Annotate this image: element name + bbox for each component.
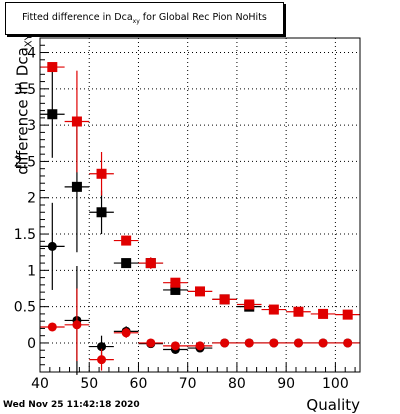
data-point: [220, 338, 230, 348]
y-tick-label: 0: [27, 336, 36, 352]
data-point: [269, 338, 279, 348]
x-tick-label: 100: [322, 376, 349, 392]
data-point: [170, 341, 180, 351]
data-point: [47, 62, 58, 73]
x-tick-label: 90: [277, 376, 295, 392]
data-point: [47, 241, 57, 251]
x-tick-label: 50: [80, 376, 98, 392]
plot-frame: [39, 37, 361, 373]
data-point: [318, 338, 328, 348]
data-point: [219, 294, 230, 305]
x-tick-label: 40: [31, 376, 49, 392]
data-point: [71, 116, 82, 127]
data-point: [121, 258, 132, 269]
data-point: [145, 258, 156, 269]
data-point: [318, 308, 329, 319]
data-point: [293, 306, 304, 317]
data-point: [268, 304, 279, 315]
data-point: [170, 277, 181, 288]
y-tick-label: 3: [27, 118, 36, 134]
y-tick-label: 2: [27, 191, 36, 207]
data-point: [97, 342, 107, 352]
data-point: [47, 322, 57, 332]
y-tick-label: 1: [27, 263, 36, 279]
timestamp: Wed Nov 25 11:42:18 2020: [3, 400, 140, 410]
data-point: [97, 355, 107, 365]
y-tick-label: 4: [27, 46, 36, 62]
data-point: [96, 207, 107, 218]
chart-title-box: Fitted difference in Dcaxy for Global Re…: [5, 2, 284, 35]
x-tick-label: 60: [130, 376, 148, 392]
data-point: [343, 338, 353, 348]
data-point: [293, 338, 303, 348]
data-point: [244, 299, 255, 310]
y-tick-label: 3.5: [14, 82, 36, 98]
data-point: [170, 284, 181, 295]
plot-area: [40, 38, 360, 372]
x-tick-label: 70: [179, 376, 197, 392]
chart-title: Fitted difference in Dcaxy for Global Re…: [22, 12, 267, 25]
data-point: [121, 328, 131, 338]
data-point: [96, 168, 107, 179]
data-point: [146, 338, 156, 348]
data-point: [244, 338, 254, 348]
data-point: [195, 286, 205, 297]
x-axis-label: Quality: [306, 396, 360, 414]
data-point: [121, 235, 132, 246]
y-tick-label: 0.5: [14, 300, 36, 316]
x-tick-label: 80: [228, 376, 246, 392]
y-axis-label: difference in DcaXY: [13, 34, 35, 175]
data-point: [195, 341, 205, 351]
data-point: [71, 181, 82, 192]
y-tick-label: 1.5: [14, 227, 36, 243]
data-point: [342, 309, 353, 320]
data-point: [47, 109, 58, 120]
data-point: [72, 320, 82, 330]
y-tick-label: 2.5: [14, 154, 36, 170]
